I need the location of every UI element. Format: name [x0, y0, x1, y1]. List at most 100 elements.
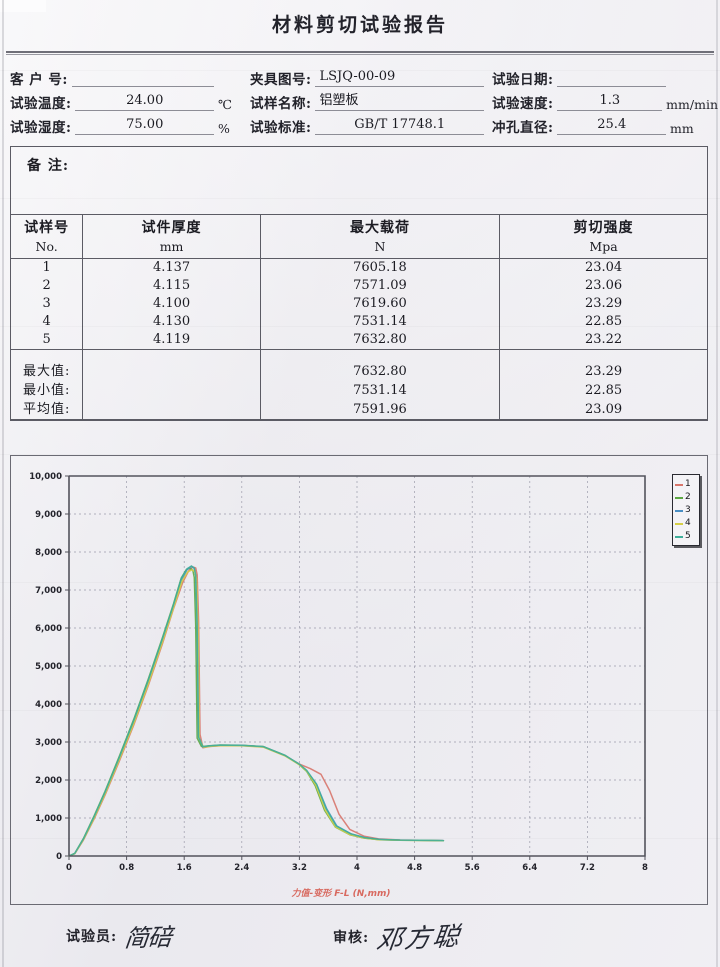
spacer-cell	[260, 349, 501, 362]
x-tick-label: 2.4	[234, 863, 249, 873]
x-tick-label: 3.2	[292, 863, 307, 873]
column-header-unit: No.	[35, 239, 58, 254]
field-label: 冲孔直径:	[492, 120, 554, 136]
summary-load: 7591.96	[260, 400, 501, 420]
chart-axis-frame	[68, 475, 646, 857]
cell-strength: 23.22	[584, 332, 623, 347]
table-row: 5 4.119 7632.80 23.22	[11, 331, 707, 350]
field-value[interactable]: 1.3	[557, 91, 663, 111]
cell-thickness: 4.119	[82, 331, 261, 350]
table-head: 试样号 No. 试件厚度 mm 最大载荷 N 剪切强度 Mpa	[11, 215, 707, 259]
field-unit: %	[218, 121, 230, 136]
column-header-cn: 剪切强度	[573, 220, 634, 236]
field-label: 试验湿度:	[10, 120, 72, 136]
page-edge-left	[2, 0, 4, 967]
reviewer-signature: 邓方聪	[374, 921, 464, 957]
field-value[interactable]: 24.00	[75, 91, 214, 111]
field-value[interactable]: LSJQ-00-09	[315, 67, 484, 87]
field-specimen-name: 试样名称: 铝塑板	[250, 88, 488, 112]
y-tick-label: 7,000	[35, 586, 62, 596]
results-box: 备 注: 试样号 No. 试件厚度 mm 最大载荷 N	[10, 146, 708, 421]
results-table: 试样号 No. 试件厚度 mm 最大载荷 N 剪切强度 Mpa	[11, 215, 707, 420]
field-punch-diameter: 冲孔直径: 25.4 mm	[492, 112, 718, 136]
field-unit: mm	[670, 121, 694, 136]
x-tick-label: 1.6	[177, 863, 192, 873]
spacer-cell	[82, 349, 261, 362]
legend-item[interactable]: 3	[675, 504, 699, 517]
column-header-cn: 试件厚度	[141, 220, 202, 236]
legend-color-swatch-2	[675, 496, 683, 499]
y-tick-label: 8,000	[35, 548, 62, 558]
legend-item[interactable]: 5	[675, 530, 699, 543]
field-value[interactable]: 75.00	[75, 115, 214, 135]
x-tick-label: 8	[642, 863, 648, 873]
y-tick-label: 10,000	[29, 472, 62, 482]
column-header-cn: 最大载荷	[349, 220, 410, 236]
chart-y-axis-ticks: 0 1,000 2,000 3,000 4,000 5,000 6,000 7,000 8,00…	[29, 472, 69, 862]
table-row: 1 4.137 7605.18 23.04	[11, 258, 707, 277]
chart-series-line-2	[68, 567, 445, 857]
field-value[interactable]: GB/T 17748.1	[315, 115, 484, 135]
cell-no: 4	[11, 313, 84, 331]
x-tick-label: 0	[66, 863, 72, 873]
y-tick-label: 6,000	[35, 624, 62, 634]
reviewer-label: 审核:	[333, 929, 370, 946]
tester-label: 试验员:	[66, 928, 118, 945]
legend-item[interactable]: 4	[675, 517, 699, 530]
field-value[interactable]: 25.4	[557, 115, 666, 135]
scan-corner-artifact	[0, 0, 46, 12]
summary-thickness	[82, 362, 261, 381]
table-row: 2 4.115 7571.09 23.06	[11, 277, 707, 295]
cell-no: 1	[11, 258, 84, 277]
field-test-date: 试验日期:	[492, 64, 718, 88]
field-test-humidity: 试验湿度: 75.00 %	[10, 112, 248, 136]
cell-strength: 23.29	[584, 296, 623, 311]
field-label: 试样名称:	[250, 96, 312, 112]
field-unit: ℃	[218, 97, 232, 112]
legend-label: 4	[685, 518, 691, 528]
column-header-no: 试样号 No.	[11, 215, 84, 259]
x-tick-label: 5.6	[465, 863, 480, 873]
legend-item[interactable]: 1	[675, 478, 699, 491]
summary-thickness	[82, 400, 261, 420]
field-value[interactable]: 铝塑板	[315, 91, 484, 111]
legend-color-swatch-5	[675, 535, 683, 538]
scan-artifact-line	[0, 838, 720, 839]
field-unit: mm/min	[666, 97, 718, 112]
legend-item[interactable]: 2	[675, 491, 699, 504]
force-displacement-chart: 0 1,000 2,000 3,000 4,000 5,000 6,000 7,000 8,00…	[10, 455, 708, 905]
legend-label: 2	[685, 492, 691, 502]
scan-artifact-line	[0, 326, 720, 327]
field-value[interactable]	[71, 67, 214, 87]
cell-load: 7571.09	[260, 277, 501, 295]
x-tick-label: 4.8	[407, 863, 422, 873]
x-tick-label: 7.2	[580, 863, 595, 873]
cell-strength: 23.06	[584, 278, 623, 293]
chart-x-axis-label: 力值-变形 F-L (N,mm)	[291, 888, 390, 899]
spacer-cell	[499, 349, 707, 362]
cell-thickness: 4.130	[82, 313, 261, 331]
chart-canvas: 0 1,000 2,000 3,000 4,000 5,000 6,000 7,000 8,00…	[29, 472, 648, 899]
field-fixture-no: 夹具图号: LSJQ-00-09	[250, 64, 488, 88]
table-separator-row	[11, 349, 707, 362]
summary-load: 7531.14	[260, 381, 501, 400]
cell-no: 5	[11, 331, 84, 350]
column-header-shear-strength: 剪切强度 Mpa	[500, 215, 707, 259]
summary-thickness	[82, 381, 261, 400]
summary-label: 最大值:	[11, 362, 84, 381]
title-divider	[6, 51, 714, 53]
chart-series-group	[68, 565, 445, 857]
legend-label: 1	[685, 479, 691, 489]
remark-section[interactable]: 备 注:	[11, 147, 707, 215]
title-divider-secondary	[6, 54, 714, 55]
chart-series-line-5	[68, 565, 445, 857]
page-edge-right	[716, 0, 718, 967]
summary-load: 7632.80	[260, 362, 501, 381]
spacer-cell	[11, 349, 84, 362]
chart-legend[interactable]: 1 2 3 4 5	[672, 474, 700, 546]
cell-strength: 22.85	[584, 314, 623, 329]
field-label: 试验日期:	[492, 72, 554, 88]
table-row: 4 4.130 7531.14 22.85	[11, 313, 707, 331]
field-value[interactable]	[557, 67, 666, 87]
